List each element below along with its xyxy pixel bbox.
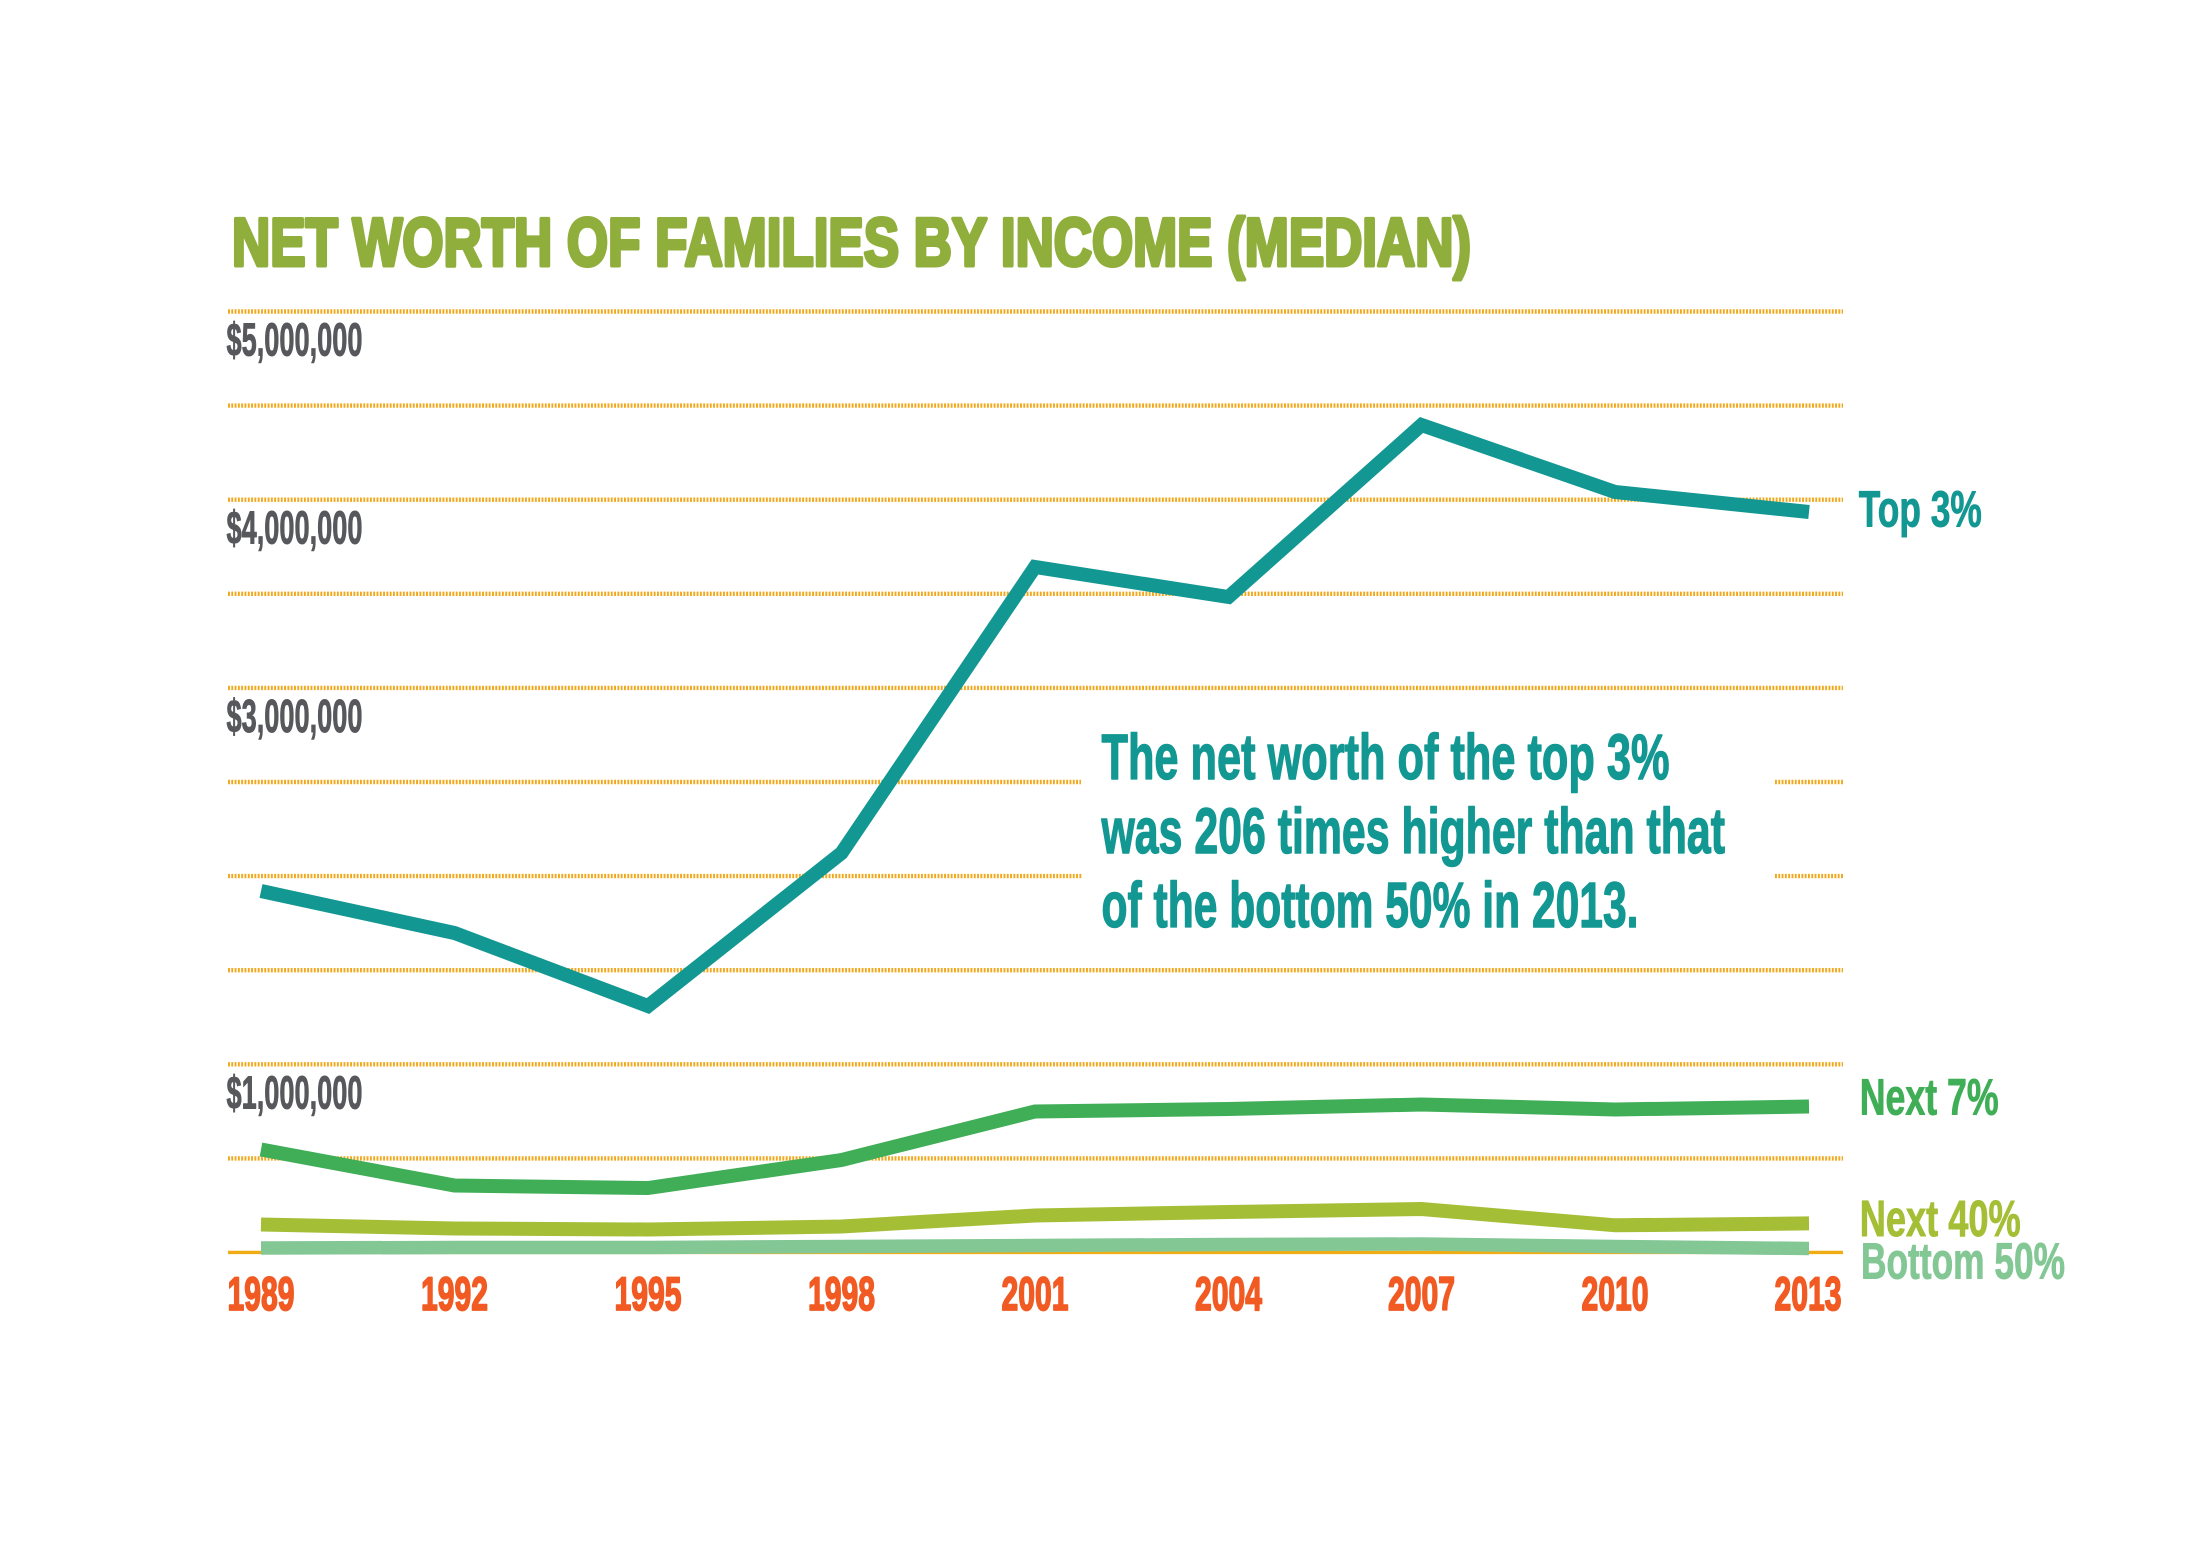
svg-text:1995: 1995: [615, 1268, 682, 1321]
svg-text:1992: 1992: [421, 1268, 488, 1321]
svg-text:2004: 2004: [1195, 1268, 1262, 1321]
svg-text:1989: 1989: [228, 1268, 295, 1321]
svg-text:2013: 2013: [1775, 1268, 1842, 1321]
svg-text:2007: 2007: [1388, 1268, 1455, 1321]
svg-text:Top 3%: Top 3%: [1859, 481, 1982, 538]
svg-text:$3,000,000: $3,000,000: [227, 690, 363, 742]
svg-text:$4,000,000: $4,000,000: [227, 502, 363, 554]
svg-text:1998: 1998: [808, 1268, 875, 1321]
svg-text:$1,000,000: $1,000,000: [227, 1066, 363, 1118]
svg-text:was 206 times higher than that: was 206 times higher than that: [1101, 795, 1725, 867]
svg-text:Next 7%: Next 7%: [1860, 1069, 1999, 1126]
svg-text:The net worth of the top 3%: The net worth of the top 3%: [1102, 721, 1670, 793]
svg-text:2010: 2010: [1582, 1268, 1649, 1321]
svg-text:NET WORTH OF FAMILIES BY INCOM: NET WORTH OF FAMILIES BY INCOME (MEDIAN): [232, 206, 1471, 281]
svg-text:Bottom 50%: Bottom 50%: [1861, 1233, 2065, 1290]
svg-text:Next 40%: Next 40%: [1860, 1190, 2021, 1247]
svg-text:$5,000,000: $5,000,000: [227, 314, 363, 366]
svg-text:2001: 2001: [1002, 1268, 1069, 1321]
svg-text:of the bottom 50% in 2013.: of the bottom 50% in 2013.: [1102, 869, 1639, 941]
